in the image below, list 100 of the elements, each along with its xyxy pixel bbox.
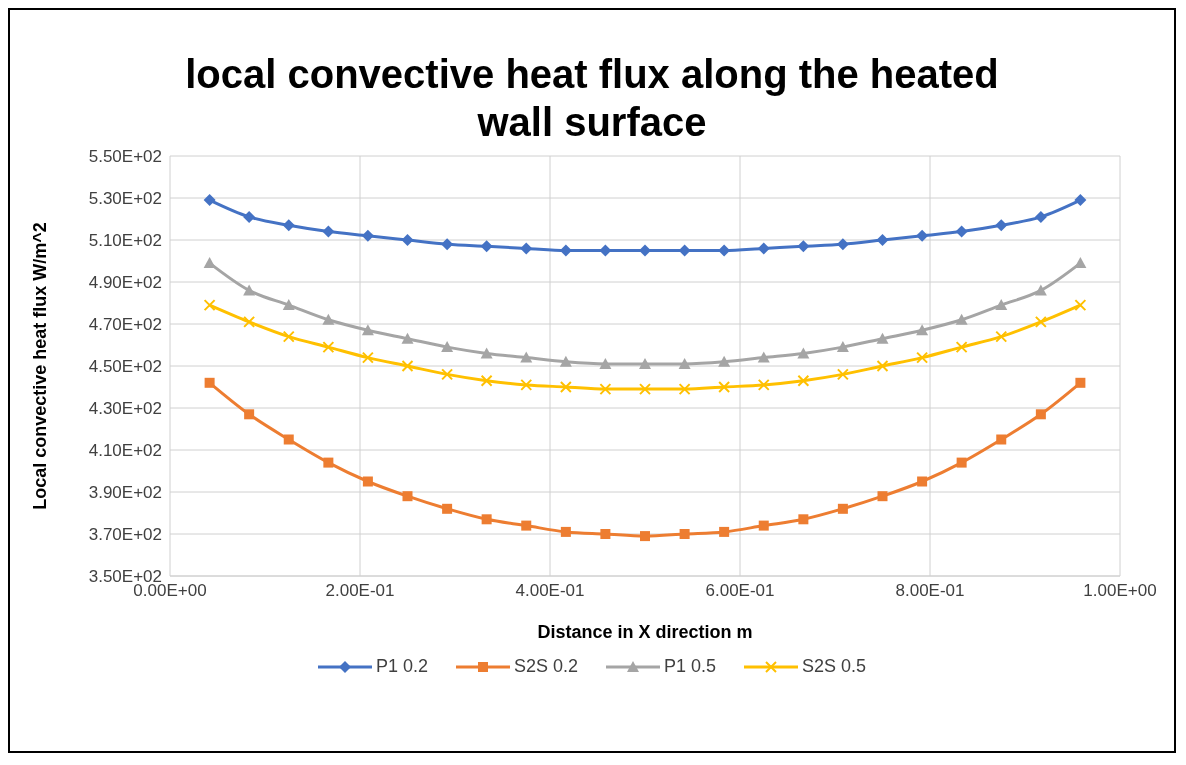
point <box>362 476 373 487</box>
point <box>955 313 968 325</box>
point <box>1035 409 1046 420</box>
point <box>916 324 929 336</box>
point <box>797 240 810 253</box>
point <box>640 531 650 542</box>
point <box>1034 210 1047 223</box>
point <box>559 381 572 393</box>
point <box>322 225 335 238</box>
point <box>204 377 215 388</box>
point <box>600 529 611 539</box>
point <box>243 284 256 296</box>
point <box>442 503 453 514</box>
legend-label: S2S 0.2 <box>513 656 578 677</box>
point <box>877 491 888 502</box>
point <box>481 514 492 525</box>
point <box>916 229 929 242</box>
point <box>798 514 809 525</box>
y-tick-label: 5.30E+02 <box>88 189 162 209</box>
point <box>837 503 848 514</box>
legend-label: P1 0.2 <box>375 656 428 677</box>
x-tick-label: 2.00E-01 <box>325 581 395 601</box>
point <box>401 332 414 344</box>
point <box>797 347 810 359</box>
point <box>678 357 691 369</box>
y-tick-label: 4.50E+02 <box>88 357 162 377</box>
y-tick-label: 4.90E+02 <box>88 273 162 293</box>
point <box>401 360 414 372</box>
point <box>599 383 612 396</box>
point <box>322 341 335 354</box>
point <box>757 242 770 255</box>
point <box>599 357 612 369</box>
point <box>995 219 1008 232</box>
point <box>836 368 849 381</box>
point <box>323 457 334 468</box>
y-tick-label: 4.10E+02 <box>88 441 162 461</box>
legend-label: S2S 0.5 <box>802 656 867 677</box>
point <box>876 234 889 246</box>
point <box>876 360 889 372</box>
point <box>956 457 967 468</box>
point <box>244 409 255 420</box>
y-tick-label: 3.90E+02 <box>88 483 162 503</box>
point <box>282 330 295 343</box>
y-tick-label: 5.10E+02 <box>88 231 162 251</box>
point <box>718 381 731 393</box>
point <box>836 341 849 353</box>
point <box>560 526 571 537</box>
point <box>322 313 335 325</box>
point <box>480 347 493 359</box>
y-tick-label: 4.30E+02 <box>88 399 162 419</box>
point <box>361 229 374 242</box>
point <box>955 225 968 238</box>
point <box>996 434 1007 445</box>
point <box>719 526 730 537</box>
point <box>955 341 968 354</box>
point <box>441 341 454 353</box>
point <box>758 520 769 531</box>
point <box>678 383 691 396</box>
point <box>718 355 731 367</box>
point <box>243 210 256 223</box>
point <box>1034 315 1047 328</box>
y-tick-label: 4.70E+02 <box>88 315 162 335</box>
y-axis-title: Local convective heat flux W/m^2 <box>30 222 51 510</box>
point <box>876 332 889 344</box>
point <box>361 324 374 336</box>
x-tick-label: 4.00E-01 <box>515 581 585 601</box>
point <box>480 374 493 387</box>
point <box>521 520 532 531</box>
point <box>282 219 295 232</box>
x-axis-title: Distance in X direction m <box>537 622 753 642</box>
x-tick-label: 1.00E+00 <box>1083 581 1157 601</box>
point <box>559 355 572 367</box>
y-tick-label: 5.50E+02 <box>88 147 162 167</box>
point <box>441 368 454 381</box>
x-tick-label: 6.00E-01 <box>705 581 775 601</box>
point <box>520 351 533 363</box>
point <box>402 491 413 502</box>
point <box>282 299 295 311</box>
point <box>757 378 770 391</box>
point <box>639 244 651 257</box>
point <box>283 434 294 445</box>
point <box>917 476 928 487</box>
point <box>1034 284 1047 296</box>
point <box>401 234 414 246</box>
x-tick-label: 8.00E-01 <box>895 581 965 601</box>
point <box>361 351 374 364</box>
y-tick-label: 3.70E+02 <box>88 525 162 545</box>
point <box>520 242 533 255</box>
point <box>243 315 256 328</box>
point <box>639 357 651 369</box>
point <box>203 194 216 207</box>
point <box>679 529 690 539</box>
point <box>995 330 1008 343</box>
point <box>639 383 651 396</box>
legend-label: P1 0.5 <box>664 656 717 677</box>
point <box>1074 194 1087 207</box>
chart-title: local convective heat flux along the heated wall surface <box>184 51 1000 146</box>
point <box>797 374 810 387</box>
point <box>1075 377 1086 388</box>
point <box>520 378 533 391</box>
